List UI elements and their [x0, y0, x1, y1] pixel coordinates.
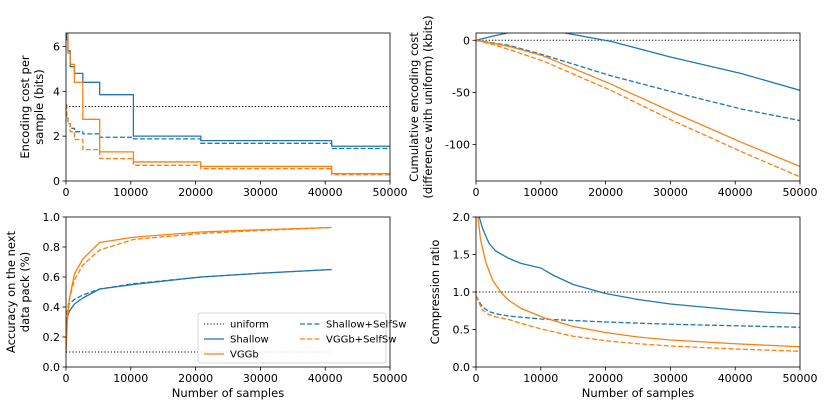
y-tick-label: 0.4 [43, 301, 61, 314]
y-axis-label: Cumulative encoding cost [407, 32, 421, 182]
y-axis-label: data pack (%) [18, 252, 32, 332]
y-tick-label: 0.6 [43, 271, 61, 284]
x-tick-label: 0 [63, 186, 70, 199]
series-line-vggb-selfsw [476, 39, 800, 178]
x-tick-label: 10000 [523, 372, 558, 385]
y-tick-label: -50 [452, 86, 470, 99]
panel-compression-ratio: 0 10000 20000 30000 40000 50000 0.0 0.5 1.0 1.5 2.… [428, 211, 818, 400]
y-tick-label: -100 [445, 139, 470, 152]
x-tick-label: 0 [473, 186, 480, 199]
y-tick-label: 1.5 [453, 249, 471, 262]
series-line-shallow [66, 33, 390, 147]
legend-label: uniform [230, 320, 269, 331]
x-tick-label: 40000 [718, 186, 753, 199]
legend-label: VGGb+SelfSw [326, 335, 396, 346]
series-group [476, 33, 800, 178]
x-tick-label: 30000 [243, 372, 278, 385]
series-line-vggb-selfsw [66, 104, 390, 176]
series-line-vggb [477, 217, 800, 348]
plot-frame [65, 216, 391, 368]
panel-cumulative-cost: 0 10000 20000 30000 40000 50000 0 -50 -100 Cumula… [407, 15, 818, 199]
y-tick-label: 0.2 [43, 331, 61, 344]
x-tick-label: 50000 [783, 186, 818, 199]
x-tick-label: 20000 [178, 186, 213, 199]
y-tick-label: 1.0 [453, 286, 471, 299]
series-line-vggb-selfsw [476, 295, 800, 352]
x-tick-label: 50000 [373, 186, 408, 199]
series-group [476, 217, 800, 352]
series-line-vggb [476, 39, 800, 168]
x-tick-label: 50000 [373, 372, 408, 385]
y-tick-label: 4 [53, 85, 60, 98]
x-axis-label: Number of samples [582, 386, 694, 400]
legend-label: VGGb [230, 350, 259, 361]
y-tick-label: 1.0 [43, 211, 61, 224]
y-tick-label: 0 [463, 34, 470, 47]
x-tick-label: 20000 [588, 372, 623, 385]
y-tick-label: 0.0 [453, 361, 471, 374]
x-tick-label: 0 [63, 372, 70, 385]
legend-label: Shallow [230, 335, 269, 346]
y-axis-label: Encoding cost per [18, 55, 32, 159]
series-line-vggb-selfsw [66, 226, 332, 323]
x-tick-label: 20000 [178, 372, 213, 385]
legend-label: Shallow+SelfSw [326, 320, 406, 331]
y-axis-label: Accuracy on the next [4, 230, 18, 353]
y-tick-label: 2.0 [453, 211, 471, 224]
series-line-vggb [66, 226, 332, 353]
plot-frame [65, 32, 391, 182]
series-line-shallow-selfsw [476, 39, 800, 122]
series-group [66, 33, 390, 176]
series-line-shallow [478, 217, 800, 315]
x-tick-label: 10000 [113, 186, 148, 199]
y-tick-label: 6 [53, 40, 60, 53]
plot-frame [475, 32, 801, 182]
y-tick-label: 0.0 [43, 361, 61, 374]
y-tick-label: 0.5 [453, 324, 471, 337]
y-axis-label: Compression ratio [428, 240, 442, 345]
x-axis-label: Number of samples [172, 386, 284, 400]
x-tick-label: 10000 [113, 372, 148, 385]
series-line-shallow-selfsw [66, 104, 390, 150]
x-tick-label: 30000 [243, 186, 278, 199]
series-line-shallow [476, 33, 800, 91]
panel-accuracy: 0 10000 20000 30000 40000 50000 0.0 0.2 0.4 0.6 0.… [4, 211, 408, 400]
legend-box [197, 312, 387, 364]
x-tick-label: 0 [473, 372, 480, 385]
x-tick-label: 50000 [783, 372, 818, 385]
x-tick-label: 40000 [308, 186, 343, 199]
legend: uniform Shallow VGGb Shallow+SelfSw VGGb+Sel… [197, 312, 406, 364]
panel-encoding-cost: 0 10000 20000 30000 40000 50000 0 2 4 6 Encoding c… [18, 32, 408, 199]
y-tick-label: 0.8 [43, 241, 61, 254]
y-axis-label: sample (bits) [32, 69, 46, 144]
x-tick-label: 20000 [588, 186, 623, 199]
x-tick-label: 30000 [653, 186, 688, 199]
series-line-shallow-selfsw [476, 295, 800, 328]
y-tick-label: 2 [53, 130, 60, 143]
y-axis-label: (difference with uniform) (kbits) [421, 15, 435, 198]
series-line-vggb [66, 33, 390, 175]
x-tick-label: 40000 [308, 372, 343, 385]
x-tick-label: 10000 [523, 186, 558, 199]
x-tick-label: 40000 [718, 372, 753, 385]
y-tick-label: 0 [53, 175, 60, 188]
x-tick-label: 30000 [653, 372, 688, 385]
